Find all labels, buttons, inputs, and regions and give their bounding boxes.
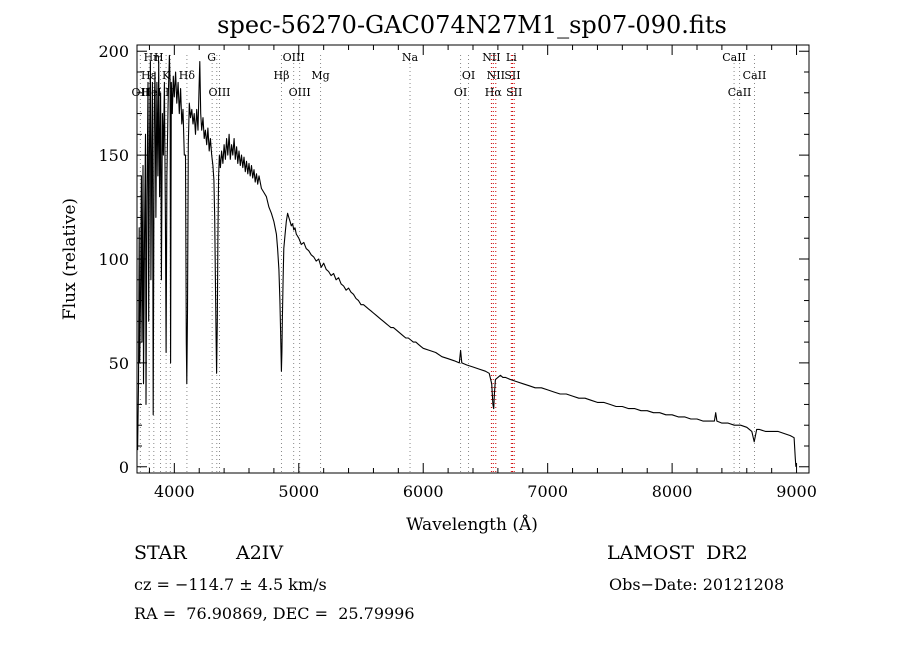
line-label: H [154,51,164,64]
chart-title: spec-56270-GAC074N27M1_sp07-090.fits [217,11,727,39]
x-tick-label: 9000 [776,482,817,501]
line-label: SII [504,69,520,82]
line-label: NII [487,69,505,82]
line-label: Li [506,51,517,64]
line-label: Mg [311,69,329,82]
line-label: OIII [283,51,305,64]
line-markers [139,55,755,473]
line-label: K [162,69,171,82]
line-label: Hα [485,86,503,99]
line-label: CaII [722,51,746,64]
line-label: NII [482,51,500,64]
x-tick-label: 5000 [278,482,319,501]
line-label: G [207,51,216,64]
survey-name: LAMOST DR2 [607,542,748,564]
y-tick-label: 200 [98,42,129,61]
coordinates-text: RA = 76.90869, DEC = 25.79996 [134,604,415,623]
observation-date: Obs−Date: 20121208 [609,575,785,594]
plot-frame [136,44,810,474]
line-label: CaII [728,86,752,99]
y-tick-label: 150 [98,146,129,165]
series-layer [137,54,797,467]
redshift-text: cz = −114.7 ± 4.5 km/s [134,575,327,594]
axes: 4000 5000 6000 7000 8000 9000 0 50 100 150 200 [98,42,816,501]
line-label: OI [462,69,475,82]
line-label: Na [402,51,419,64]
line-label: Hβ [274,69,290,82]
line-label: CaII [743,69,767,82]
x-tick-label: 4000 [154,482,195,501]
x-tick-label: 6000 [403,482,444,501]
y-tick-label: 100 [98,250,129,269]
line-label: OI [454,86,467,99]
x-tick-label: 8000 [652,482,693,501]
line-label: Hη [144,51,160,64]
line-label: OIII [289,86,311,99]
object-class: STAR [134,542,187,564]
line-label: OIII [208,86,230,99]
line-label: II [165,86,174,99]
spectral-subclass: A2IV [236,542,284,564]
x-axis-label: Wavelength (Å) [406,514,538,535]
y-tick-label: 0 [119,458,129,477]
line-label: Hδ [179,69,196,82]
line-label: He [141,86,157,99]
x-tick-label: 7000 [527,482,568,501]
line-label: SII [506,86,522,99]
line-label: Hε [141,69,157,82]
y-axis-label: Flux (relative) [60,198,80,320]
spectrum-line [137,54,797,467]
y-tick-label: 50 [109,354,129,373]
